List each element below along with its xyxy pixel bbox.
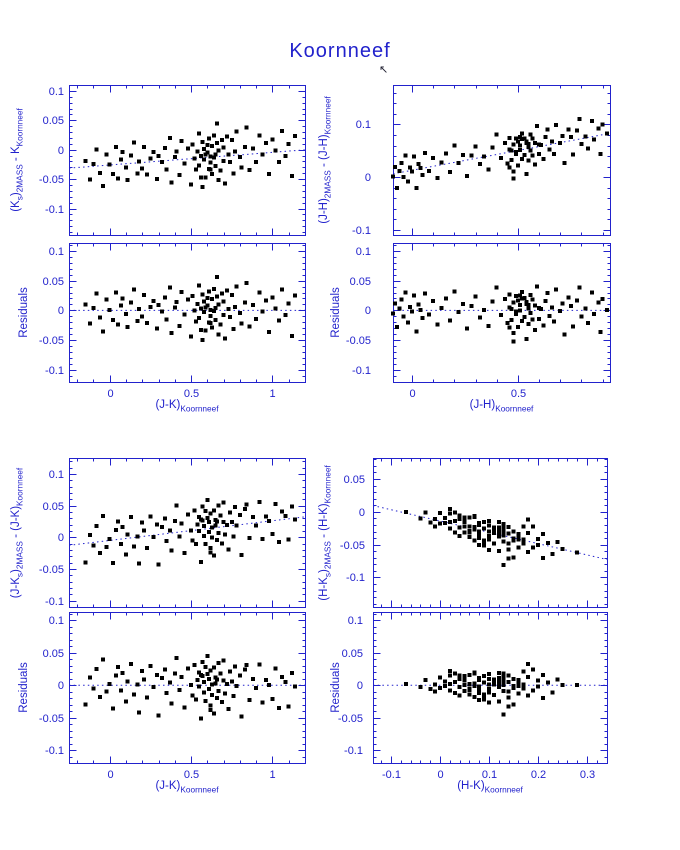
- svg-text:-0.1: -0.1: [344, 745, 363, 757]
- x-axis-label-jk-bottom: (J-K)Koornneef: [155, 780, 219, 795]
- svg-text:0.2: 0.2: [531, 769, 546, 781]
- mouse-cursor-icon: ↖: [379, 63, 389, 76]
- svg-text:-0.05: -0.05: [39, 713, 64, 725]
- svg-text:1: 1: [269, 769, 275, 781]
- svg-text:0.05: 0.05: [342, 648, 363, 660]
- x-axis-label-hk: (H-K)Koornneef: [457, 780, 523, 795]
- panel-jh-diff-residuals: 0.1 0.05 0 -0.05 -0.1 0 0.5: [346, 243, 611, 400]
- y-axis-label-jh-diff: (J-H)2MASS - (J-H)Koornneef: [318, 96, 333, 224]
- svg-text:0.5: 0.5: [184, 388, 199, 400]
- panel-jks-diff-vs-jk: 0.1 0.05 0 -0.05 -0.1: [39, 458, 306, 608]
- svg-text:0.05: 0.05: [344, 474, 365, 486]
- svg-text:0.05: 0.05: [43, 648, 64, 660]
- svg-text:-0.05: -0.05: [39, 174, 64, 186]
- svg-text:-0.1: -0.1: [382, 769, 401, 781]
- svg-text:0: 0: [107, 388, 113, 400]
- svg-text:-0.1: -0.1: [352, 225, 371, 237]
- y-axis-label-ks-diff: (Ks)2MASS - KKoornneef: [10, 108, 25, 212]
- svg-text:0: 0: [365, 172, 371, 184]
- svg-text:0.1: 0.1: [348, 615, 363, 627]
- svg-text:-0.05: -0.05: [346, 335, 371, 347]
- y-axis-label-residuals-br: Residuals: [330, 662, 342, 713]
- svg-text:-0.1: -0.1: [352, 365, 371, 377]
- svg-text:0: 0: [58, 680, 64, 692]
- svg-text:0.1: 0.1: [49, 246, 64, 258]
- svg-text:0.05: 0.05: [43, 501, 64, 513]
- x-axis-label-jk-top: (J-K)Koornneef: [155, 399, 219, 414]
- svg-text:-0.1: -0.1: [45, 745, 64, 757]
- svg-text:0: 0: [58, 532, 64, 544]
- panel-hks-diff-residuals: 0.1 0.05 0 -0.05 -0.1 -0.1 0 0.1 0.2 0.3: [338, 612, 608, 781]
- svg-text:-0.05: -0.05: [338, 713, 363, 725]
- y-axis-label-residuals-bl: Residuals: [18, 662, 30, 713]
- figure-title: Koornneef: [289, 40, 391, 62]
- svg-text:-0.05: -0.05: [39, 335, 64, 347]
- svg-text:0.1: 0.1: [356, 246, 371, 258]
- svg-text:0.05: 0.05: [43, 115, 64, 127]
- panel-jh-diff-vs-jh: 0.1 0 -0.1: [352, 85, 611, 237]
- svg-text:0: 0: [359, 507, 365, 519]
- x-axis-label-jh: (J-H)Koornneef: [469, 399, 534, 414]
- svg-text:-0.1: -0.1: [45, 596, 64, 608]
- svg-text:0.5: 0.5: [511, 388, 526, 400]
- svg-text:0.1: 0.1: [49, 615, 64, 627]
- svg-text:0: 0: [409, 388, 415, 400]
- svg-text:0: 0: [357, 680, 363, 692]
- svg-text:0: 0: [58, 145, 64, 157]
- svg-text:0.5: 0.5: [184, 769, 199, 781]
- panel-ks-diff-vs-jk: 0.1 0.05 0 -0.05 -0.1: [39, 85, 306, 236]
- svg-text:0: 0: [437, 769, 443, 781]
- svg-text:0: 0: [107, 769, 113, 781]
- panel-jks-diff-residuals: 0.1 0.05 0 -0.05 -0.1 0 0.5 1: [39, 612, 306, 781]
- svg-text:0.05: 0.05: [350, 276, 371, 288]
- svg-text:0.1: 0.1: [49, 469, 64, 481]
- panel-ks-diff-residuals: 0.1 0.05 0 -0.05 -0.1 0 0.5 1: [39, 243, 306, 400]
- svg-text:0.3: 0.3: [580, 769, 595, 781]
- svg-text:-0.1: -0.1: [45, 365, 64, 377]
- svg-text:1: 1: [269, 388, 275, 400]
- svg-text:0.05: 0.05: [43, 276, 64, 288]
- svg-text:0.1: 0.1: [49, 86, 64, 98]
- svg-text:0: 0: [365, 305, 371, 317]
- y-axis-label-residuals-tr: Residuals: [330, 287, 342, 338]
- svg-text:-0.1: -0.1: [45, 204, 64, 216]
- svg-text:-0.05: -0.05: [39, 564, 64, 576]
- svg-text:-0.1: -0.1: [346, 572, 365, 584]
- svg-text:0: 0: [58, 305, 64, 317]
- svg-text:0.1: 0.1: [482, 769, 497, 781]
- svg-text:0.1: 0.1: [356, 119, 371, 131]
- y-axis-label-residuals-tl: Residuals: [18, 287, 30, 338]
- panel-hks-diff-vs-hk: 0.05 0 -0.05 -0.1: [340, 458, 608, 608]
- svg-text:-0.05: -0.05: [340, 540, 365, 552]
